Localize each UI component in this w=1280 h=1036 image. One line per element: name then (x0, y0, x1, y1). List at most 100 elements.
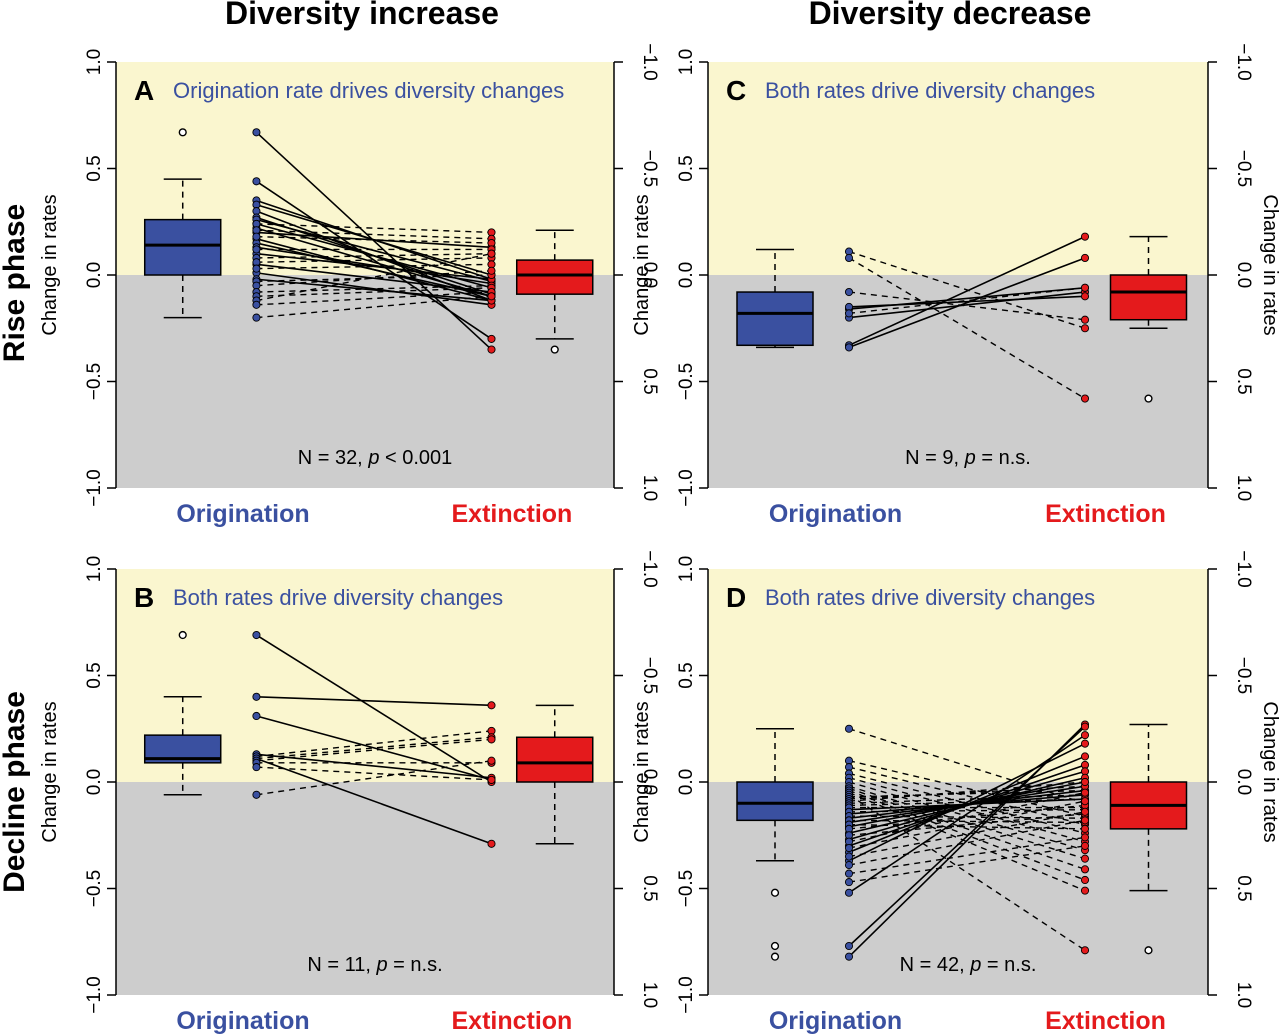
row-title-bottom: Decline phase (0, 691, 31, 893)
left-y-axis-label: Change in rates (39, 194, 61, 335)
column-title-left: Diversity increase (225, 0, 499, 31)
origination-group-label: Origination (176, 1007, 309, 1035)
stat-count: N = 9, (905, 447, 964, 469)
origination-point (844, 287, 854, 297)
panel-subtitle: Origination rate drives diversity change… (173, 78, 564, 103)
extinction-point (1080, 777, 1090, 787)
extinction-group-label: Extinction (1045, 1007, 1166, 1035)
pair-line-dashed (848, 787, 1086, 870)
pair-line-dashed (848, 728, 1086, 804)
pair-line-dashed (848, 785, 1086, 860)
extinction-point (487, 345, 496, 354)
panel-d: 1.0 −1.0 0.5 −0.5 0.0 0.0 −0.5 0.5 −1.0 1.0 Change… (631, 550, 1280, 1035)
left-tick-label: −1.0 (676, 976, 697, 1014)
origination-point (252, 790, 261, 799)
origination-point (844, 952, 854, 961)
left-tick-label: −0.5 (84, 363, 105, 401)
origination-point (252, 128, 261, 137)
origination-point (252, 313, 261, 322)
right-tick-label: 0.0 (1233, 262, 1254, 288)
left-tick-label: 0.5 (84, 155, 105, 181)
extinction-point (1080, 865, 1090, 874)
pair-line-solid (256, 231, 492, 249)
right-tick-label: 1.0 (1233, 475, 1254, 501)
right-y-axis-label: Change in rates (1259, 194, 1280, 335)
stat-count: N = 32, (298, 447, 369, 469)
extinction-point (1080, 731, 1090, 740)
left-tick-label: 0.0 (676, 262, 697, 288)
pair-line-dashed (848, 781, 1086, 851)
extinction-point (1080, 797, 1090, 806)
extinction-point (487, 735, 496, 744)
extinction-boxplot (515, 704, 594, 845)
left-tick-label: 0.0 (676, 769, 697, 795)
origination-point (252, 264, 261, 273)
right-tick-label: 1.0 (639, 475, 660, 501)
right-tick-label: 0.0 (1233, 769, 1254, 795)
right-y-axis-label: Change in rates (1259, 701, 1280, 842)
left-tick-label: 0.0 (84, 262, 105, 288)
extinction-point (1080, 722, 1090, 731)
right-tick-label: 0.5 (1233, 875, 1254, 901)
left-tick-label: 0.5 (84, 662, 105, 688)
right-tick-label: 1.0 (1233, 982, 1254, 1008)
origination-point (844, 253, 854, 263)
pair-line-solid (848, 742, 1086, 862)
extinction-point (1080, 315, 1090, 324)
extinction-point (1080, 788, 1090, 797)
extinction-point (1080, 752, 1090, 761)
extinction-boxplot (1109, 723, 1188, 955)
origination-point (252, 177, 261, 186)
pair-line-solid (848, 776, 1086, 834)
left-tick-label: −1.0 (84, 469, 105, 507)
origination-point (844, 941, 854, 951)
panel-letter: B (134, 582, 154, 613)
stat-annotation: N = 9, p = n.s. (905, 447, 1031, 469)
positive-band (708, 62, 1208, 275)
stat-p-value: = n.s. (388, 954, 443, 976)
extinction-point (1080, 253, 1090, 263)
stat-p-value: < 0.001 (379, 447, 452, 469)
origination-boxplot (736, 248, 814, 349)
right-tick-label: 0.0 (639, 769, 660, 795)
extinction-point (487, 249, 496, 258)
left-y-axis-label: Change in rates (39, 701, 61, 842)
pair-line-solid (848, 257, 1086, 349)
panel-subtitle: Both rates drive diversity changes (765, 78, 1095, 103)
stat-annotation: N = 42, p = n.s. (900, 954, 1037, 976)
left-tick-label: 1.0 (84, 49, 105, 75)
left-tick-label: 1.0 (84, 556, 105, 582)
stat-count: N = 42, (900, 954, 971, 976)
extinction-outlier (1144, 394, 1153, 403)
extinction-point (487, 292, 496, 301)
stat-p-symbol: p (969, 954, 981, 976)
right-tick-label: 1.0 (639, 982, 660, 1008)
extinction-point (487, 839, 496, 848)
origination-outlier (178, 128, 187, 137)
right-tick-label: 0.5 (639, 875, 660, 901)
pair-line-dashed (848, 845, 1086, 883)
extinction-group-label: Extinction (451, 1007, 572, 1035)
extinction-point (1080, 841, 1090, 850)
pair-line-dashed (848, 836, 1086, 875)
pair-line-solid (848, 734, 1086, 894)
pair-line-solid (256, 696, 492, 707)
left-tick-label: −0.5 (84, 870, 105, 908)
stat-p-symbol: p (375, 954, 387, 976)
pair-line-dashed (848, 772, 1086, 834)
origination-outlier (770, 952, 780, 961)
pair-line-dashed (848, 291, 1086, 321)
pair-line-solid (256, 715, 492, 781)
extinction-point (1080, 739, 1090, 748)
extinction-point (487, 266, 496, 275)
origination-point (844, 869, 854, 878)
pair-line-solid (256, 272, 492, 306)
stat-annotation: N = 32, p < 0.001 (298, 447, 453, 469)
extinction-group-label: Extinction (1045, 500, 1166, 528)
pair-line-solid (848, 798, 1086, 811)
extinction-outlier (550, 345, 559, 354)
panel-letter: C (726, 75, 746, 106)
origination-point (252, 245, 261, 254)
extinction-point (487, 334, 496, 343)
